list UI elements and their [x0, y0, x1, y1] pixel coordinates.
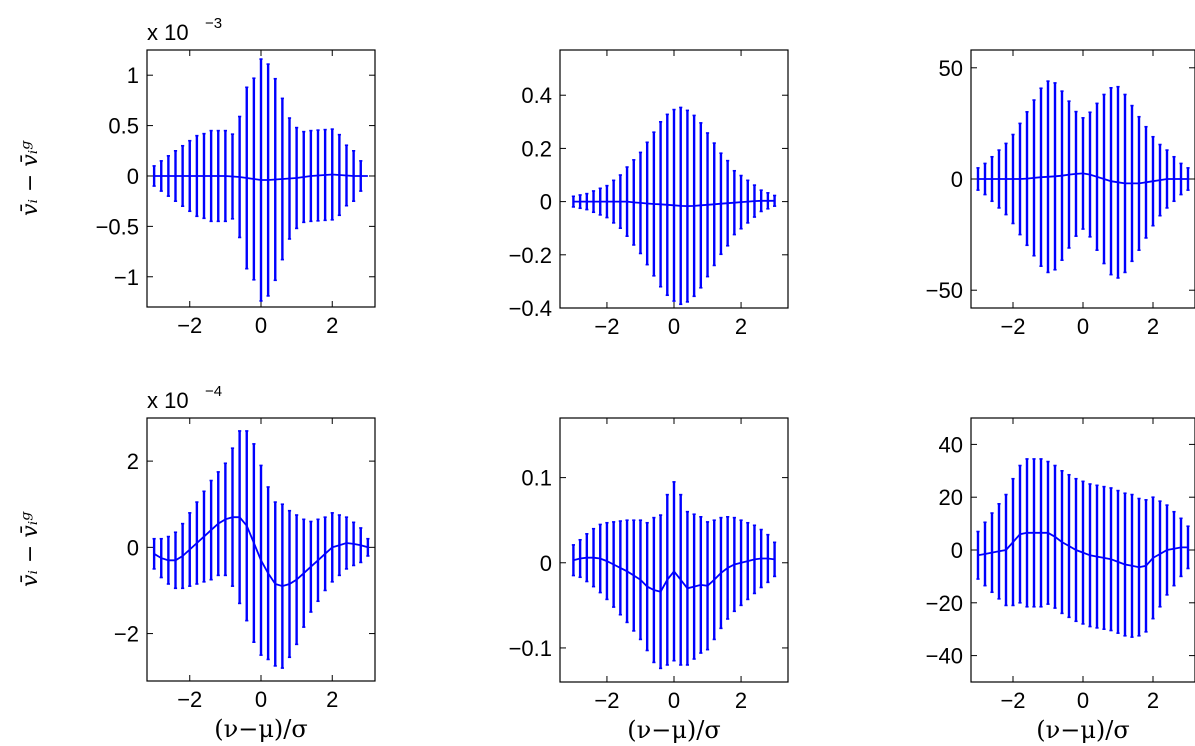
x-tick-label: 0 [668, 688, 680, 713]
y-tick-label: 2 [127, 449, 139, 474]
panel-top-middle: −2 0 2 −0.4 −0.2 0 0.2 0.4 [509, 49, 789, 339]
y-axis-label: v̄ᵢ − v̄ᵢᵍ [18, 511, 43, 587]
y-tick-label: −40 [926, 644, 963, 669]
x-tick-label: 0 [1077, 688, 1089, 713]
series-group [152, 58, 368, 302]
y-tick-label: 0 [951, 167, 963, 192]
series-line [977, 531, 1188, 569]
y-tick-label: −2 [114, 622, 139, 647]
series-group [152, 430, 370, 669]
y-tick-label: 40 [939, 432, 963, 457]
panel-top-left: −2 0 2 −1 −0.5 0 0.5 1 x 10 −3 v̄ᵢ − v̄ᵢᵍ [18, 15, 376, 338]
x-tick-label: 0 [1077, 314, 1089, 339]
x-axis-label: (ν−μ)/σ [627, 716, 721, 744]
series-line [978, 172, 1188, 185]
y-tick-label: 0.4 [521, 83, 552, 108]
y-tick-label: 0.2 [521, 136, 552, 161]
y-tick-label: −20 [926, 591, 963, 616]
x-tick-label: 2 [1147, 314, 1159, 339]
x-tick-label: 2 [326, 313, 338, 338]
y-scale-multiplier: x 10 [147, 20, 189, 45]
x-tick-label: 0 [668, 314, 680, 339]
y-scale-exponent: −4 [205, 383, 222, 400]
y-tick-label: −0.4 [509, 296, 552, 321]
series-group [976, 80, 1190, 279]
x-tick-label: 2 [735, 314, 747, 339]
y-tick-label: 0.1 [521, 466, 552, 491]
x-tick-label: 0 [255, 313, 267, 338]
y-tick-label: −0.1 [509, 636, 552, 661]
y-axis-label: v̄ᵢ − v̄ᵢᵍ [18, 140, 43, 216]
series-line [153, 516, 369, 588]
y-tick-label: 0 [540, 551, 552, 576]
panel-bottom-middle: −2 0 2 −0.1 0 0.1 (ν−μ)/σ [509, 417, 789, 744]
y-tick-label: 0 [540, 190, 552, 215]
x-tick-label: −2 [1000, 688, 1025, 713]
y-scale-exponent: −3 [205, 15, 222, 32]
panel-top-right: −2 0 2 −50 0 50 [926, 49, 1195, 339]
x-tick-label: 2 [1147, 688, 1159, 713]
y-tick-label: 20 [939, 485, 963, 510]
series-line [154, 173, 368, 181]
series-group [571, 481, 777, 670]
x-tick-label: −2 [594, 688, 619, 713]
x-tick-label: 2 [735, 688, 747, 713]
y-tick-label: −0.5 [96, 214, 139, 239]
y-tick-label: 0 [127, 164, 139, 189]
series-group [571, 106, 777, 306]
y-tick-label: 1 [127, 63, 139, 88]
x-tick-label: 2 [326, 687, 338, 712]
y-tick-label: 50 [939, 56, 963, 81]
series-line [573, 199, 775, 208]
x-tick-label: −2 [594, 314, 619, 339]
y-tick-label: −50 [926, 278, 963, 303]
y-tick-label: 0 [951, 538, 963, 563]
panel-bottom-left: −2 0 2 −2 0 2 x 10 −4 v̄ᵢ − v̄ᵢᵍ (ν−μ)/σ [18, 383, 376, 743]
series-line [573, 556, 775, 593]
x-tick-label: −2 [177, 687, 202, 712]
x-axis-label: (ν−μ)/σ [1036, 716, 1130, 744]
x-tick-label: 0 [255, 687, 267, 712]
series-group [976, 458, 1190, 638]
y-tick-label: 0.5 [108, 114, 139, 139]
y-scale-multiplier: x 10 [147, 388, 189, 413]
x-tick-label: −2 [1000, 314, 1025, 339]
y-tick-label: −1 [114, 265, 139, 290]
y-tick-label: −0.2 [509, 243, 552, 268]
x-tick-label: −2 [177, 313, 202, 338]
y-tick-label: 0 [127, 535, 139, 560]
x-axis-label: (ν−μ)/σ [214, 715, 308, 743]
